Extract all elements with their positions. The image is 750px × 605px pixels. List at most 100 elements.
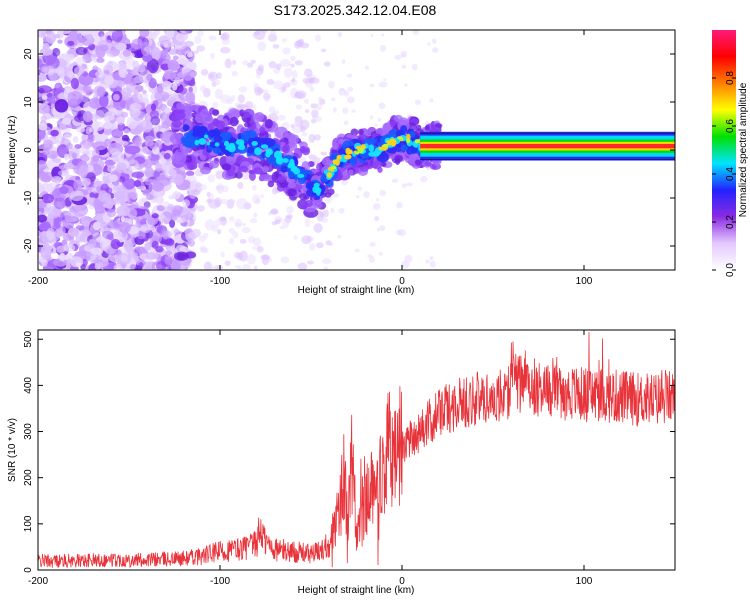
spectrogram-speckle-blob: [202, 114, 213, 122]
spectrogram-speckle-blob: [109, 30, 116, 33]
spectrogram-speckle-blob: [129, 264, 137, 270]
colorbar-label: Normalized spectral amplitude: [738, 82, 749, 217]
spectrogram-speckle-blob: [174, 77, 181, 84]
spectrogram-speckle-blob: [175, 47, 186, 56]
spectrogram-speckle-blob: [185, 155, 193, 163]
spectrogram-speckle-blob: [216, 72, 222, 80]
spectrogram-speckle-blob: [162, 217, 171, 223]
spectrogram-speckle-blob: [287, 170, 295, 179]
spectrogram-speckle-blob: [155, 261, 167, 270]
spectrogram-speckle-blob: [378, 251, 383, 256]
spectrogram-speckle-blob: [106, 110, 113, 117]
spectrogram-speckle-blob: [101, 171, 109, 177]
spectrogram-speckle-blob: [116, 205, 131, 217]
spectrogram-speckle-blob: [139, 119, 153, 133]
spectrogram-speckle-blob: [169, 133, 184, 145]
spectrogram-speckle-blob: [288, 136, 299, 146]
spectrogram-speckle-blob: [357, 186, 363, 191]
spectrogram-speckle-blob: [146, 58, 159, 74]
spectrogram-speckle-blob: [264, 118, 273, 129]
spectrogram-speckle-blob: [92, 141, 107, 151]
spectrogram-speckle-blob: [164, 238, 175, 246]
spectrogram-speckle-blob: [191, 189, 201, 196]
spectrogram-speckle-blob: [380, 45, 387, 52]
spectrogram-speckle-blob: [330, 207, 335, 213]
spectrogram-speckle-blob: [142, 188, 150, 196]
spectrogram-speckle-blob: [138, 69, 152, 83]
spectrogram-speckle-blob: [240, 104, 249, 110]
spectrogram-speckle-blob: [280, 256, 290, 264]
spectrogram-speckle-blob: [282, 82, 291, 88]
spectrogram-speckle-blob: [52, 157, 62, 163]
spectrogram-speckle-blob: [301, 235, 312, 245]
spectrogram-speckle-blob: [425, 259, 430, 264]
spectrogram-speckle-blob: [41, 95, 48, 100]
spectrogram-speckle-blob: [220, 94, 232, 104]
spectrogram-speckle-blob: [186, 161, 198, 170]
spectrogram-speckle-blob: [143, 201, 151, 208]
spectrogram-speckle-blob: [253, 212, 258, 218]
spectrogram-speckle-blob: [350, 128, 359, 137]
spectrogram-speckle-blob: [239, 238, 247, 244]
spectrogram-speckle-blob: [309, 86, 315, 92]
spectrogram-speckle-blob: [51, 166, 62, 180]
spectrogram-speckle-blob: [375, 127, 389, 135]
spectrogram-speckle-blob: [163, 152, 171, 160]
snr-frame: [37, 329, 676, 571]
spectrogram-speckle-blob: [229, 237, 234, 245]
colorbar-tick-label: 0.2: [725, 215, 736, 229]
spectrogram-speckle-blob: [109, 174, 118, 182]
spectrogram-speckle-blob: [57, 169, 70, 177]
spectrogram-speckle-blob: [58, 253, 66, 261]
spectrogram-speckle-blob: [358, 128, 364, 136]
spectrogram-speckle-blob: [238, 86, 248, 93]
spectrogram-speckle-blob: [38, 69, 41, 76]
spectrogram-speckle-blob: [323, 61, 331, 67]
spectrogram-speckle-blob: [262, 165, 269, 173]
spectrogram-speckle-blob: [150, 103, 157, 112]
colorbar-ticks: 0.0 0.2 0.4 0.6 0.8: [712, 71, 736, 277]
spectrogram-speckle-blob: [259, 127, 266, 134]
spectrogram-speckle-blob: [283, 67, 293, 78]
spectrogram-speckle-blob: [328, 80, 335, 89]
snr-x-label: Height of straight line (km): [298, 585, 415, 596]
spectrogram-speckle-blob: [424, 125, 430, 131]
spectrogram-speckle-blob: [138, 226, 148, 232]
spectrogram-speckle-blob: [184, 40, 194, 48]
spectrogram-speckle-blob: [369, 256, 375, 263]
spectrogram-speckle-blob: [315, 242, 324, 249]
spectrogram-x-tick-label: 100: [576, 276, 593, 287]
spectrogram-speckle-blob: [409, 131, 416, 138]
spectrogram-speckle-blob: [321, 258, 332, 265]
spectrogram-speckle-blob: [364, 65, 370, 70]
spectrogram-speckle-blob: [121, 177, 136, 190]
spectrogram-speckle-blob: [369, 83, 375, 88]
spectrogram-speckle-blob: [127, 192, 137, 200]
spectrogram-speckle-blob: [133, 92, 143, 104]
spectrogram-speckle-blob: [82, 156, 88, 162]
spectrogram-speckle-blob: [185, 170, 195, 177]
spectrogram-speckle-blob: [253, 265, 258, 270]
spectrogram-speckle-blob: [244, 122, 251, 128]
spectrogram-speckle-blob: [246, 254, 256, 265]
spectrogram-speckle-blob: [46, 150, 59, 159]
spectrogram-speckle-blob: [38, 87, 45, 94]
spectrogram-speckle-blob: [176, 218, 184, 224]
spectrogram-speckle-blob: [74, 144, 82, 150]
spectrogram-speckle-blob: [53, 33, 61, 39]
spectrogram-speckle-blob: [162, 81, 171, 88]
spectrogram-speckle-blob: [177, 72, 186, 78]
spectrogram-speckle-blob: [117, 162, 127, 171]
spectrogram-speckle-blob: [200, 143, 206, 150]
spectrogram-speckle-blob: [182, 124, 190, 132]
spectrogram-speckle-blob: [383, 78, 387, 82]
spectrogram-speckle-blob: [145, 252, 159, 260]
spectrogram-speckle-blob: [98, 44, 109, 52]
spectrogram-speckle-blob: [245, 202, 252, 210]
spectrogram-speckle-blob: [328, 242, 334, 246]
spectrogram-speckle-blob: [229, 116, 239, 127]
spectrogram-speckle-blob: [267, 156, 277, 165]
spectrogram-speckle-blob: [67, 40, 75, 46]
spectrogram-speckle-blob: [139, 30, 150, 38]
